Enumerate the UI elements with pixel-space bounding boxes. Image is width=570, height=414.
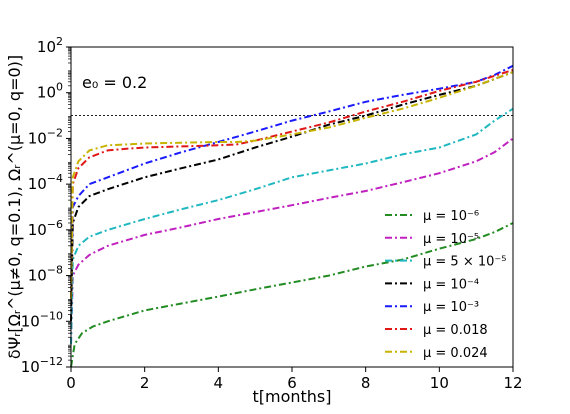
plot-layer: [70, 64, 514, 368]
x-axis-label: t[months]: [252, 387, 331, 406]
x-tick-label: 10: [430, 374, 449, 392]
series-line: [70, 107, 514, 345]
series-line: [70, 64, 514, 299]
x-tick-label: 8: [361, 374, 371, 392]
legend-label: μ = 10⁻⁵: [423, 232, 479, 247]
series-line: [70, 68, 514, 299]
x-tick-label: 4: [214, 374, 224, 392]
y-tick-label: 100: [37, 81, 63, 102]
legend: μ = 10⁻⁶ μ = 10⁻⁵ μ = 5 × 10⁻⁵ μ = 10⁻⁴ μ = …: [385, 209, 506, 361]
y-tick-label: 102: [37, 35, 63, 56]
x-tick-label: 2: [140, 374, 150, 392]
axes-layer: 0 2 4 6 8 10 12 10−12 10−10 10−8 10−6 10−4 10−2 100 10…: [21, 35, 523, 392]
series-line: [70, 222, 514, 368]
legend-label: μ = 0.018: [423, 323, 488, 338]
legend-label: μ = 5 × 10⁻⁵: [423, 255, 506, 270]
y-axis-label: δΨᵣ[Ωᵣ^(μ≠0, q=0.1), Ωᵣ^(μ=0, q=0)]: [5, 55, 24, 359]
y-tick-label: 10−2: [28, 126, 63, 147]
y-tick-label: 10−6: [28, 218, 63, 239]
series-line: [70, 137, 514, 345]
legend-label: μ = 10⁻⁴: [423, 277, 479, 292]
series-line: [70, 71, 514, 322]
legend-label: μ = 10⁻⁶: [423, 209, 479, 224]
x-tick-label: 6: [287, 374, 297, 392]
y-tick-label: 10−8: [28, 264, 63, 285]
y-tick-label: 10−4: [28, 172, 63, 193]
annotation-label: e₀ = 0.2: [82, 73, 147, 92]
legend-label: μ = 0.024: [423, 346, 488, 361]
series-line: [70, 71, 514, 299]
x-tick-label: 12: [503, 374, 522, 392]
x-tick-label: 0: [66, 374, 76, 392]
y-tick-label: 10−10: [21, 309, 63, 330]
y-tick-label: 10−12: [21, 355, 63, 376]
legend-label: μ = 10⁻³: [423, 300, 479, 315]
